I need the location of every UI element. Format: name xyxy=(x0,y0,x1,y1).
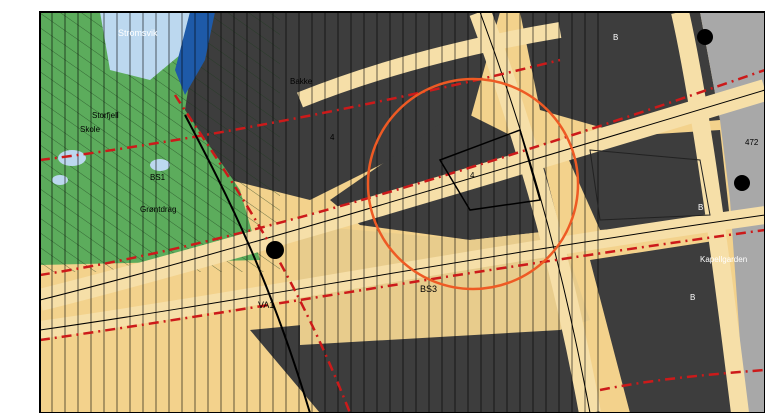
highlight-circle xyxy=(366,77,580,291)
road-centreline-ns xyxy=(479,12,591,413)
label-code-va1: VA1 xyxy=(258,300,274,310)
label-code-a: 4 xyxy=(330,133,335,142)
built-area-northeast xyxy=(520,12,720,130)
label-code-bs1: BS1 xyxy=(150,173,166,182)
label-code-bs3: BS3 xyxy=(420,284,437,294)
survey-line xyxy=(184,114,311,413)
label-code-b1: B xyxy=(613,33,618,42)
label-lake: Stromsvik xyxy=(118,28,158,38)
built-area-east xyxy=(560,130,730,230)
label-right-code: 472 xyxy=(745,138,759,147)
label-park-a: Storfjell xyxy=(92,111,119,120)
parcel-outline-b xyxy=(589,149,711,221)
boundary-line-c xyxy=(173,94,352,413)
boundary-line-d xyxy=(40,58,561,162)
road-centreline-main xyxy=(40,89,765,301)
label-code-b: 4 xyxy=(470,171,475,180)
label-code-b2: B xyxy=(698,203,703,212)
junction-node-a xyxy=(266,241,284,259)
label-code-b3: B xyxy=(690,293,695,302)
vertical-stripe-overlay xyxy=(51,12,599,413)
pond-c xyxy=(52,175,68,185)
parcel-outline-4 xyxy=(438,129,541,211)
road-east xyxy=(671,12,749,413)
boundary-line-a xyxy=(40,68,765,277)
lake xyxy=(100,12,190,80)
junction-node-c xyxy=(734,175,750,191)
label-park-b: Skole xyxy=(80,125,101,134)
built-area-southeast xyxy=(590,240,745,413)
label-building-a: Bakke xyxy=(290,77,313,86)
label-park-c: Grøntdrag xyxy=(140,205,176,214)
pond-b xyxy=(150,159,170,171)
boundary-line-b xyxy=(40,228,765,342)
label-kapell: Kapellgarden xyxy=(700,255,747,264)
junction-node-b xyxy=(697,29,713,45)
